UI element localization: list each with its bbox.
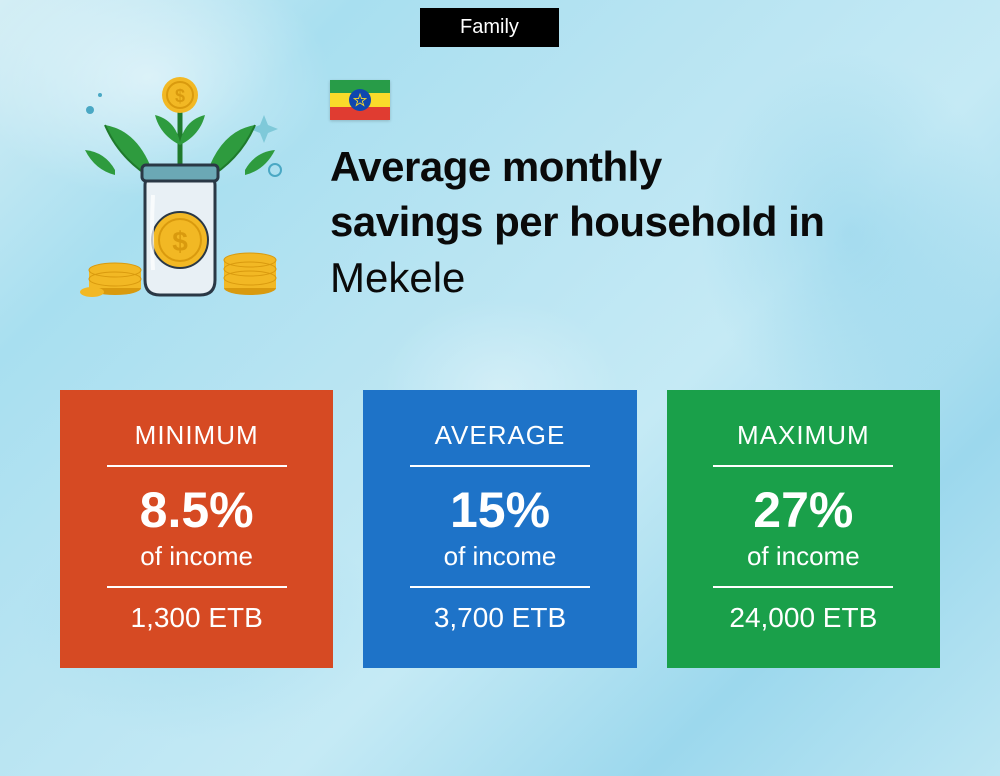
title-line-1: Average monthly: [330, 140, 960, 195]
card-label: AVERAGE: [387, 420, 612, 451]
divider: [410, 586, 590, 588]
card-subtext: of income: [691, 541, 916, 572]
stat-cards-row: MINIMUM 8.5% of income 1,300 ETB AVERAGE…: [60, 390, 940, 668]
card-amount: 24,000 ETB: [691, 602, 916, 634]
svg-text:$: $: [172, 226, 188, 257]
title-line-2: savings per household in: [330, 195, 960, 250]
flag-emblem: [349, 89, 371, 111]
divider: [107, 465, 287, 467]
divider: [410, 465, 590, 467]
card-amount: 3,700 ETB: [387, 602, 612, 634]
title-block: Average monthly savings per household in…: [330, 140, 960, 306]
savings-jar-illustration: $ $: [60, 70, 300, 310]
card-percent: 15%: [387, 481, 612, 539]
card-maximum: MAXIMUM 27% of income 24,000 ETB: [667, 390, 940, 668]
card-label: MINIMUM: [84, 420, 309, 451]
card-average: AVERAGE 15% of income 3,700 ETB: [363, 390, 636, 668]
card-amount: 1,300 ETB: [84, 602, 309, 634]
card-percent: 27%: [691, 481, 916, 539]
card-label: MAXIMUM: [691, 420, 916, 451]
category-tag: Family: [420, 8, 559, 47]
card-subtext: of income: [84, 541, 309, 572]
card-subtext: of income: [387, 541, 612, 572]
card-minimum: MINIMUM 8.5% of income 1,300 ETB: [60, 390, 333, 668]
ethiopia-flag-icon: [330, 80, 390, 120]
divider: [107, 586, 287, 588]
divider: [713, 586, 893, 588]
svg-text:$: $: [175, 86, 185, 106]
divider: [713, 465, 893, 467]
title-location: Mekele: [330, 251, 960, 306]
card-percent: 8.5%: [84, 481, 309, 539]
